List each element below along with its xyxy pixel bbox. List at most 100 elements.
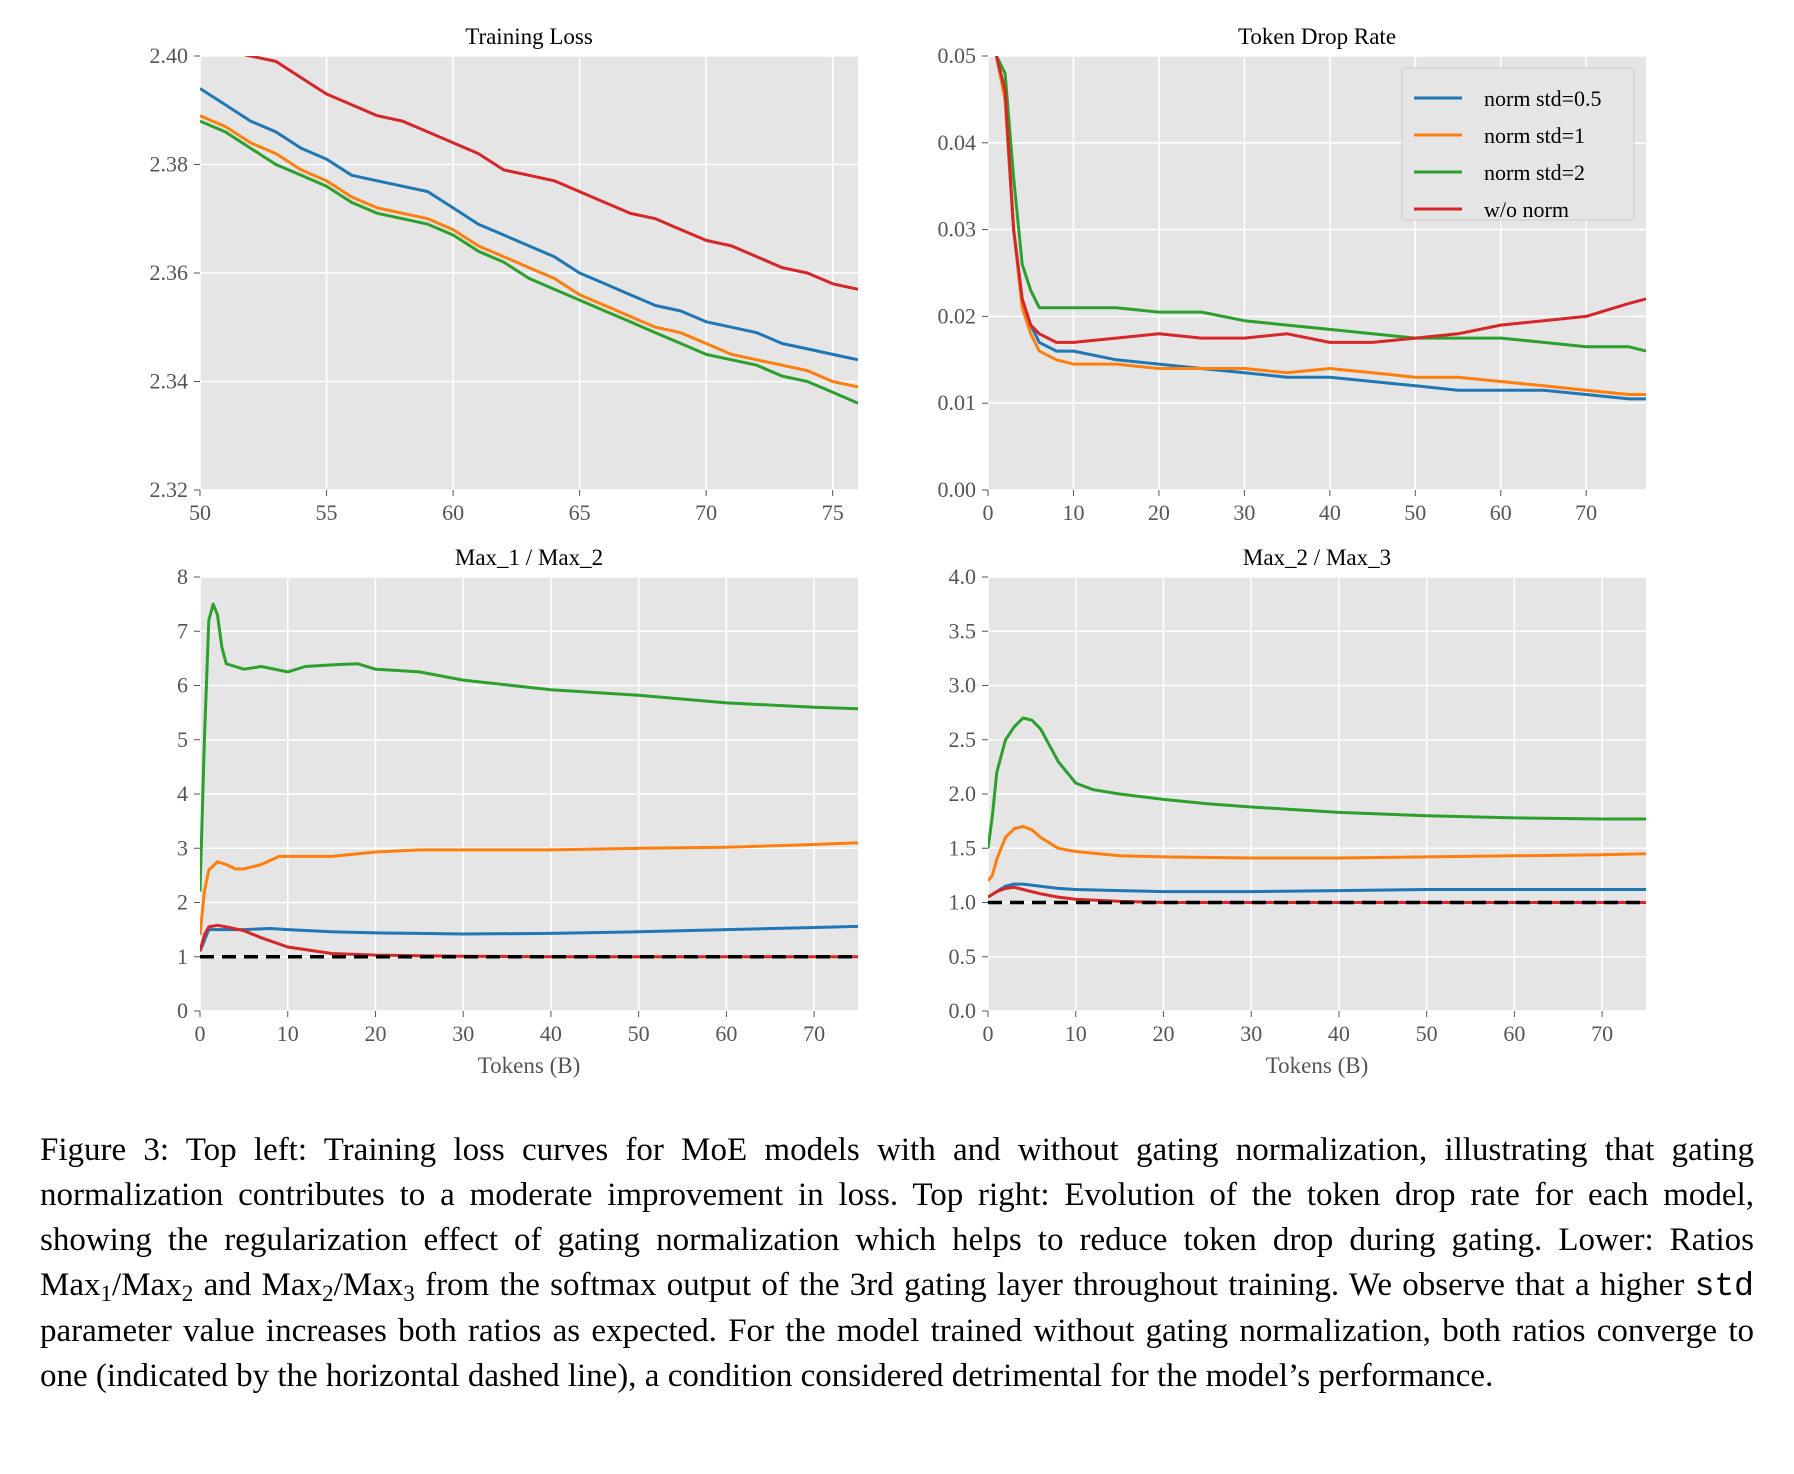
series-line-max2-max3-norm-std-1	[988, 825, 1646, 882]
series-line-max2-max3-norm-std-2	[988, 716, 1646, 849]
caption-code-std: std	[1694, 1268, 1754, 1305]
legend-token-drop-rate: norm std=0.5 norm std=1 norm std=2 w/o norm	[1401, 67, 1635, 222]
chart-max2-max3: 0 10 20 30 40 50 60 70 0.0 0.5 1.0 1.5 2.0 2.5 3.0 3.5 4…	[949, 545, 1646, 1078]
y-tick-label-training-loss-2: 2.36	[150, 260, 189, 285]
x-tick-label-token-drop-rate-6: 60	[1490, 500, 1512, 525]
chart-title-token-drop-rate: Token Drop Rate	[1238, 24, 1396, 49]
legend-box-token-drop-rate	[1401, 67, 1635, 221]
y-tick-label-training-loss-0: 2.32	[150, 477, 189, 502]
y-tick-label-max2-max3-1: 0.5	[949, 944, 977, 969]
chart-training-loss: 50 55 60 65 70 75 2.32 2.34 2.36 2.38 2.40 Training…	[150, 24, 858, 525]
series-line-max1-max2-norm-std-1	[200, 841, 858, 936]
x-tick-label-max2-max3-6: 60	[1503, 1021, 1525, 1046]
x-axis-label-max2-max3: Tokens (B)	[1266, 1053, 1369, 1078]
y-tick-label-max1-max2-5: 5	[177, 727, 188, 752]
y-tick-label-max2-max3-2: 1.0	[949, 890, 977, 915]
x-tick-label-training-loss-2: 60	[442, 500, 464, 525]
x-tick-label-training-loss-0: 50	[189, 500, 211, 525]
series-line-max1-max2-norm-std-2	[200, 602, 858, 892]
y-tick-label-token-drop-rate-5: 0.05	[938, 43, 977, 68]
y-tick-label-max1-max2-1: 1	[177, 944, 188, 969]
x-tick-label-token-drop-rate-1: 10	[1062, 500, 1084, 525]
legend-label-norm-std-2: norm std=2	[1484, 160, 1585, 185]
y-tick-label-max1-max2-0: 0	[177, 998, 188, 1023]
series-group-max2-max3	[988, 716, 1646, 905]
x-tick-label-token-drop-rate-4: 40	[1319, 500, 1341, 525]
y-tick-label-max2-max3-4: 2.0	[949, 781, 977, 806]
y-tick-label-max1-max2-6: 6	[177, 673, 188, 698]
x-axis-label-max1-max2: Tokens (B)	[478, 1053, 581, 1078]
figure: 50 55 60 65 70 752.322.342.362.382.40Training…	[150, 24, 1646, 1078]
caption-ratio2-den: /Max	[333, 1267, 404, 1303]
x-tick-label-token-drop-rate-7: 70	[1575, 500, 1597, 525]
caption-ratio2-den-sub: 3	[403, 1279, 415, 1306]
x-tick-label-max1-max2-1: 10	[277, 1021, 299, 1046]
caption-text-3: parameter value increases both ratios as…	[40, 1313, 1754, 1394]
y-tick-label-training-loss-1: 2.34	[150, 369, 189, 394]
caption-ratio1-den: /Max	[112, 1267, 182, 1303]
caption-text-2: from the softmax output of the 3rd gatin…	[414, 1267, 1695, 1303]
y-tick-label-max2-max3-0: 0.0	[949, 998, 977, 1023]
x-tick-label-token-drop-rate-0: 0	[983, 500, 994, 525]
x-tick-label-training-loss-4: 70	[695, 500, 717, 525]
figure-caption: Figure 3: Top left: Training loss curves…	[40, 1128, 1754, 1399]
caption-and: and	[193, 1267, 262, 1303]
series-line-max2-max3-w-o-norm	[988, 885, 1646, 904]
x-tick-label-max2-max3-7: 70	[1591, 1021, 1613, 1046]
y-tick-label-token-drop-rate-1: 0.01	[938, 390, 977, 415]
chart-token-drop-rate: 0 10 20 30 40 50 60 70 0.00 0.01 0.02 0.03 0.04 0.05 T…	[938, 24, 1646, 525]
y-tick-label-token-drop-rate-2: 0.02	[938, 303, 977, 328]
caption-text-1: Top left: Training loss curves for MoE m…	[40, 1132, 1754, 1258]
y-tick-label-training-loss-4: 2.40	[150, 43, 189, 68]
x-tick-label-max2-max3-5: 50	[1416, 1021, 1438, 1046]
series-line-token-drop-rate-norm-std-2	[995, 56, 1646, 353]
y-tick-label-max2-max3-6: 3.0	[949, 673, 977, 698]
x-tick-label-max2-max3-2: 20	[1152, 1021, 1174, 1046]
caption-ratio1-num-sub: 1	[100, 1279, 113, 1306]
x-tick-label-max1-max2-4: 40	[540, 1021, 562, 1046]
y-tick-label-max1-max2-7: 7	[177, 618, 188, 643]
x-tick-label-training-loss-1: 55	[316, 500, 338, 525]
caption-label: Figure 3:	[40, 1132, 170, 1168]
y-tick-label-training-loss-3: 2.38	[150, 152, 189, 177]
y-tick-label-token-drop-rate-4: 0.04	[938, 130, 977, 155]
y-tick-label-max1-max2-8: 8	[177, 564, 188, 589]
x-tick-label-training-loss-5: 75	[822, 500, 844, 525]
series-line-token-drop-rate-w-o-norm	[995, 56, 1646, 344]
y-tick-label-max2-max3-3: 1.5	[949, 835, 977, 860]
y-tick-label-max2-max3-8: 4.0	[949, 564, 977, 589]
x-tick-label-max1-max2-6: 60	[715, 1021, 737, 1046]
chart-title-training-loss: Training Loss	[465, 24, 593, 49]
chart-title-max1-max2: Max_1 / Max_2	[455, 545, 603, 570]
legend-label-norm-std-1: norm std=1	[1484, 123, 1585, 148]
series-line-max2-max3-norm-std-0-5	[988, 882, 1646, 899]
legend-label-w-o-norm: w/o norm	[1484, 197, 1569, 222]
series-group-token-drop-rate	[995, 56, 1646, 401]
y-tick-label-token-drop-rate-0: 0.00	[938, 477, 977, 502]
series-group-training-loss	[200, 56, 858, 405]
series-line-training-loss-norm-std-0-5	[200, 87, 858, 362]
x-tick-label-max2-max3-3: 30	[1240, 1021, 1262, 1046]
x-tick-label-max1-max2-3: 30	[452, 1021, 474, 1046]
y-tick-label-max1-max2-2: 2	[177, 890, 188, 915]
y-tick-label-max1-max2-4: 4	[177, 781, 188, 806]
y-tick-label-max2-max3-5: 2.5	[949, 727, 977, 752]
x-tick-label-max1-max2-0: 0	[195, 1021, 206, 1046]
caption-ratio1-den-sub: 2	[181, 1279, 194, 1306]
chart-max1-max2: 0 10 20 30 40 50 60 70 0 1 2 3 4 5 6 7 8 Max_1 / Max_2 Tok…	[177, 545, 858, 1078]
caption-ratio2-num-sub: 2	[322, 1279, 334, 1306]
x-tick-label-max1-max2-2: 20	[364, 1021, 386, 1046]
series-line-max1-max2-norm-std-0-5	[200, 924, 858, 952]
x-tick-label-max1-max2-5: 50	[628, 1021, 650, 1046]
x-tick-label-training-loss-3: 65	[569, 500, 591, 525]
caption-ratio1-num: Max	[40, 1267, 101, 1303]
x-tick-label-max2-max3-0: 0	[983, 1021, 994, 1046]
series-line-training-loss-w-o-norm	[243, 56, 858, 291]
x-tick-label-token-drop-rate-3: 30	[1233, 500, 1255, 525]
x-tick-label-max2-max3-4: 40	[1328, 1021, 1350, 1046]
series-line-training-loss-norm-std-1	[200, 114, 858, 389]
series-group-max1-max2	[200, 602, 858, 959]
y-tick-label-max2-max3-7: 3.5	[949, 618, 977, 643]
x-tick-label-max1-max2-7: 70	[803, 1021, 825, 1046]
x-tick-label-max2-max3-1: 10	[1065, 1021, 1087, 1046]
